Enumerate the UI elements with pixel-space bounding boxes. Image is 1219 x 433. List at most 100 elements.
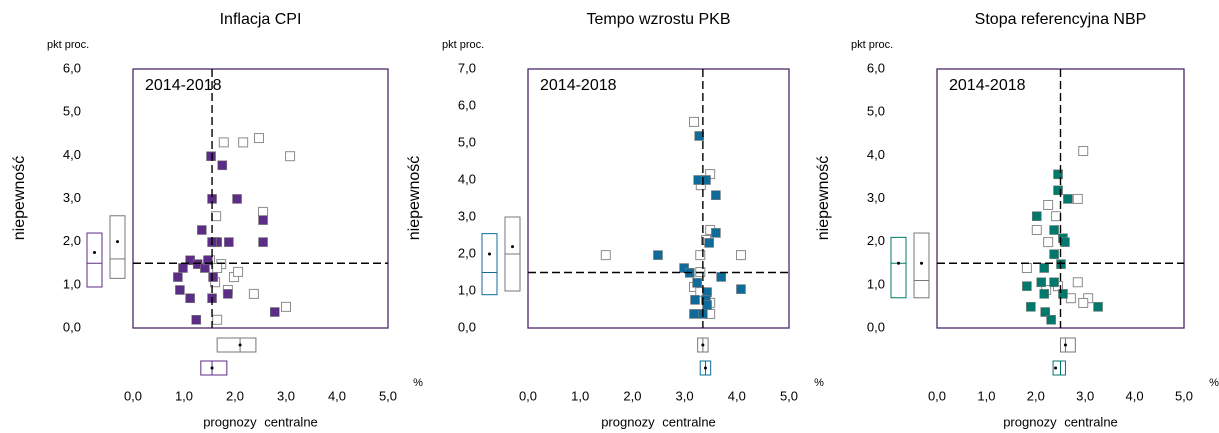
x-box (216, 337, 257, 353)
scatter-point (1053, 185, 1063, 196)
scatter-point (173, 272, 183, 282)
period-label: 2014-2018 (540, 77, 617, 94)
y-tick-label: 2,0 (867, 233, 885, 248)
y-tick-label: 0,0 (63, 319, 81, 334)
scatter-point (735, 250, 746, 261)
x-tick-label: 2,0 (623, 388, 641, 403)
x-box-mean (210, 366, 214, 370)
x-tick-label: 3,0 (277, 388, 295, 403)
scatter-point (1072, 193, 1083, 204)
scatter-point (1078, 146, 1089, 157)
scatter-point (211, 211, 222, 222)
y-tick-label: 4,0 (63, 147, 81, 162)
x-axis-label: prognozy centralne (1003, 414, 1118, 429)
scatter-point (206, 151, 216, 161)
y-axis-label: niepewność (11, 156, 28, 241)
x-tick-label: 3,0 (676, 388, 694, 403)
period-label: 2014-2018 (145, 77, 222, 94)
scatter-point (1053, 169, 1063, 180)
scatter-point (233, 266, 244, 277)
scatter-point (1046, 314, 1056, 325)
y-box-mean (116, 240, 119, 244)
y-tick-label: 4,0 (867, 147, 885, 162)
y-tick-label: 3,0 (867, 190, 885, 205)
x-box (200, 360, 228, 376)
x-box (1052, 360, 1066, 376)
x-tick-label: 1,0 (977, 388, 995, 403)
y-tick-label: 5,0 (458, 134, 476, 149)
y-tick-label: 5,0 (63, 104, 81, 119)
y-tick-label: 1,0 (458, 282, 476, 297)
scatter-point (600, 250, 611, 261)
scatter-point (1036, 277, 1047, 288)
y-box (109, 215, 126, 279)
x-axis-label: prognozy centralne (203, 414, 318, 429)
scatter-point (1021, 262, 1032, 273)
y-box-mean (511, 245, 514, 249)
scatter-point (716, 272, 726, 282)
x-unit: % (1209, 377, 1219, 389)
x-box (1060, 337, 1076, 353)
x-tick-label: 4,0 (728, 388, 746, 403)
scatter-point (217, 160, 228, 171)
scatter-point (695, 250, 706, 261)
x-tick-label: 5,0 (379, 388, 397, 403)
period-label: 2014-2018 (949, 77, 1026, 94)
scatter-point (253, 133, 264, 144)
scatter-point (1040, 307, 1050, 317)
scatter-point (208, 272, 218, 282)
y-tick-label: 6,0 (63, 60, 81, 75)
y-box (86, 232, 103, 288)
y-tick-label: 3,0 (63, 190, 81, 205)
scatter-point (1049, 277, 1059, 288)
scatter-point (1039, 289, 1049, 299)
scatter-point (1049, 249, 1059, 259)
scatter-point (692, 278, 702, 288)
x-box-mean (1063, 343, 1067, 347)
y-tick-label: 6,0 (867, 60, 885, 75)
scatter-point (1049, 225, 1059, 235)
x-box-mean (701, 343, 705, 347)
scatter-point (197, 225, 207, 235)
chart-title: Tempo wzrostu PKB (586, 11, 730, 28)
scatter-point (232, 194, 242, 204)
y-axis-label: niepewność (406, 156, 423, 241)
y-tick-label: 5,0 (867, 104, 885, 119)
y-tick-label: 6,0 (458, 97, 476, 112)
scatter-point (1022, 281, 1032, 291)
x-tick-label: 5,0 (1175, 388, 1193, 403)
scatter-point (1043, 237, 1054, 248)
scatter-point (711, 228, 721, 238)
y-axis-label: niepewność (815, 156, 832, 241)
x-tick-label: 3,0 (1076, 388, 1094, 403)
x-tick-label: 1,0 (571, 388, 589, 403)
x-tick-label: 5,0 (780, 388, 798, 403)
scatter-point (1060, 237, 1070, 247)
scatter-point (212, 262, 223, 273)
x-axis-label: prognozy centralne (601, 414, 716, 429)
scatter-point (218, 137, 229, 148)
scatter-point (688, 116, 699, 127)
scatter-point (1031, 225, 1042, 236)
y-tick-label: 1,0 (63, 276, 81, 291)
scatter-point (1063, 194, 1073, 204)
scatter-point (701, 175, 711, 185)
scatter-point (281, 301, 291, 312)
y-tick-label: 4,0 (458, 171, 476, 186)
y-tick-label: 3,0 (458, 208, 476, 223)
scatter-point (258, 215, 268, 225)
scatter-point (711, 190, 721, 200)
y-unit: pkt proc. (47, 39, 89, 51)
chart-title: Stopa referencyjna NBP (975, 11, 1147, 28)
y-tick-label: 2,0 (458, 245, 476, 260)
scatter-point (1026, 302, 1036, 312)
x-tick-label: 2,0 (1027, 388, 1045, 403)
scatter-point (704, 238, 714, 248)
y-box-mean (93, 250, 96, 254)
y-box (913, 232, 930, 299)
scatter-point (694, 131, 705, 141)
scatter-point (203, 255, 213, 266)
scatter-point (269, 307, 280, 317)
scatter-point (191, 314, 202, 325)
